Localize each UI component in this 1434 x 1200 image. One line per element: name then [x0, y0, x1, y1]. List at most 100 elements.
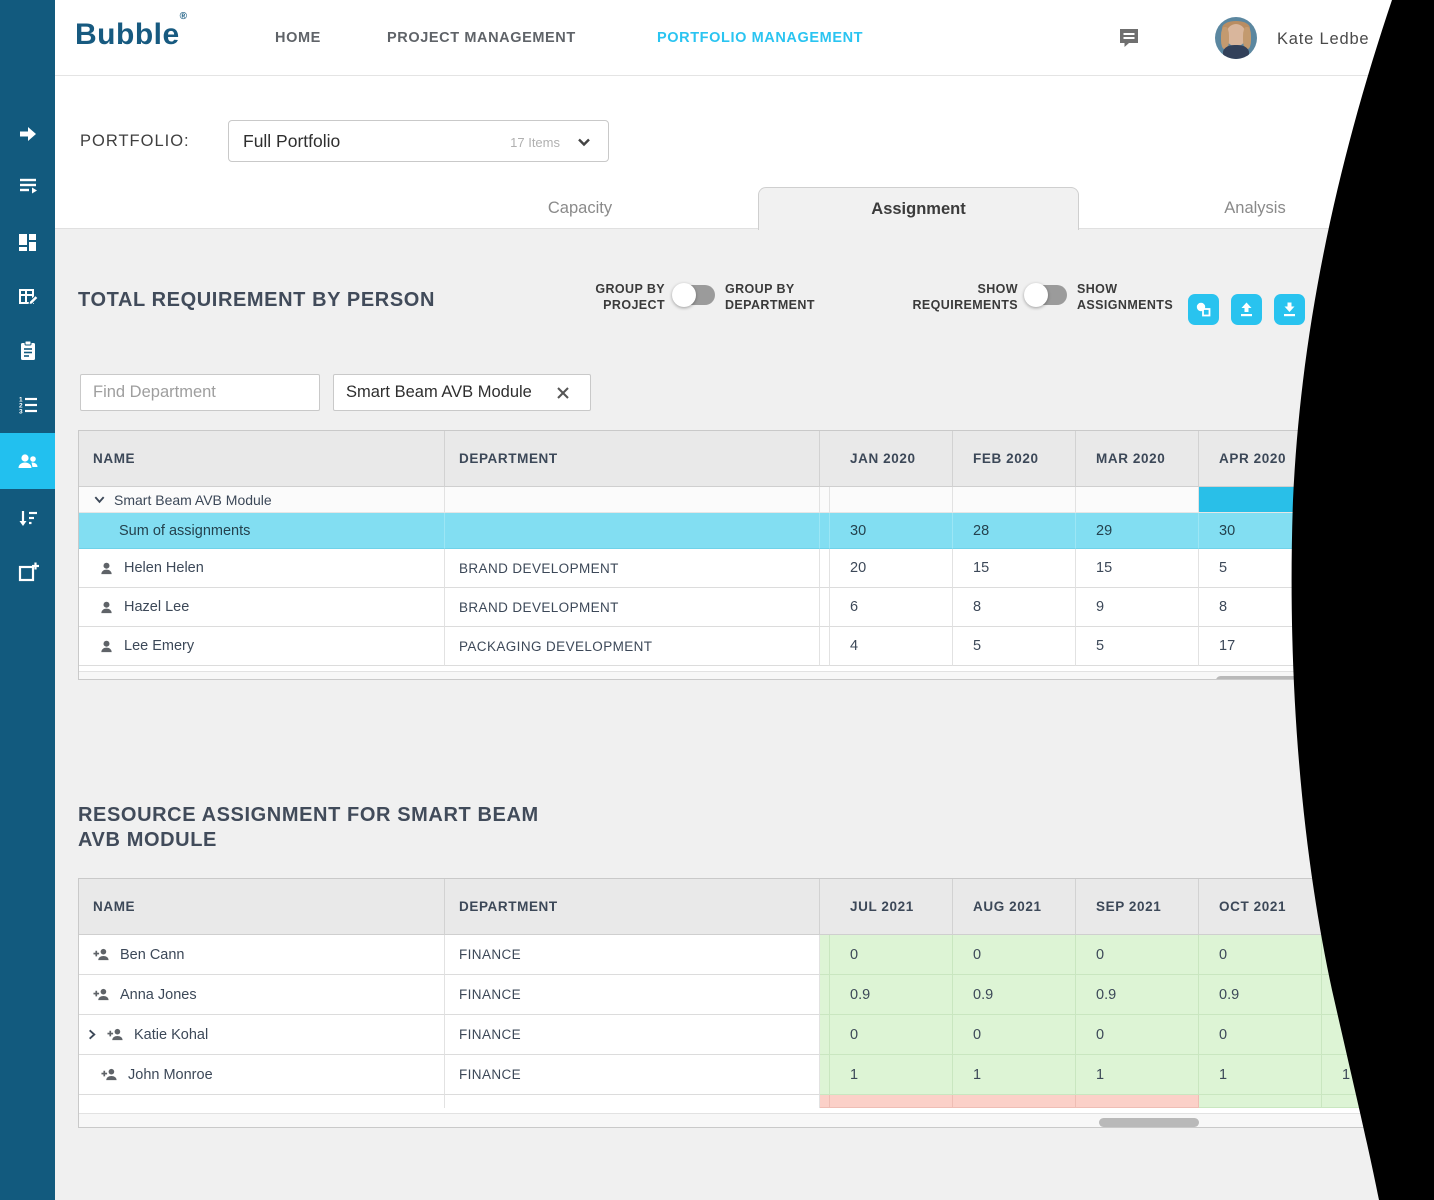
- assignment-cell[interactable]: 1: [1322, 1055, 1402, 1095]
- col-header-department[interactable]: DEPARTMENT: [445, 879, 820, 935]
- sum-cell[interactable]: 30: [1199, 513, 1322, 549]
- expand-arrow-icon[interactable]: [0, 108, 55, 160]
- value-cell[interactable]: 8: [953, 588, 1076, 627]
- col-header-apr-2020[interactable]: APR 2020: [1199, 431, 1322, 487]
- assignment-cell[interactable]: 1: [830, 1055, 953, 1095]
- table-row[interactable]: Lee Emery PACKAGING DEVELOPMENT 4 5 5 17: [79, 627, 1339, 666]
- assignment-cell[interactable]: 0: [1076, 1015, 1199, 1055]
- table-row[interactable]: Hazel Lee BRAND DEVELOPMENT 6 8 9 8: [79, 588, 1339, 627]
- person-icon: [101, 601, 112, 613]
- partial-row: [79, 1095, 1402, 1108]
- table-row[interactable]: Katie Kohal FINANCE 0 0 0 0 0.9: [79, 1015, 1402, 1055]
- assignment-cell[interactable]: 0: [953, 935, 1076, 975]
- sum-cell[interactable]: 28: [953, 513, 1076, 549]
- nav-home[interactable]: HOME: [275, 30, 321, 46]
- value-cell[interactable]: 8: [1199, 588, 1322, 627]
- chevron-right-icon[interactable]: [85, 1028, 98, 1041]
- table-row[interactable]: John Monroe FINANCE 1 1 1 1 1: [79, 1055, 1402, 1095]
- col-header-name[interactable]: NAME: [79, 879, 445, 935]
- department-cell: FINANCE: [445, 935, 820, 975]
- horizontal-scrollbar[interactable]: [79, 1113, 1402, 1127]
- clipboard-icon[interactable]: [0, 325, 55, 377]
- assignment-cell[interactable]: 0: [953, 1015, 1076, 1055]
- col-header-name[interactable]: NAME: [79, 431, 445, 487]
- value-cell[interactable]: 4: [830, 627, 953, 666]
- avatar[interactable]: [1215, 17, 1257, 59]
- add-window-icon[interactable]: [0, 546, 55, 598]
- value-cell[interactable]: 15: [953, 549, 1076, 588]
- upload-button[interactable]: [1231, 294, 1262, 325]
- value-cell[interactable]: 5: [1076, 627, 1199, 666]
- col-header-oct-2021[interactable]: OCT 2021: [1199, 879, 1322, 935]
- sum-cell[interactable]: 30: [830, 513, 953, 549]
- chevron-down-icon[interactable]: [93, 493, 106, 506]
- col-header-feb-2020[interactable]: FEB 2020: [953, 431, 1076, 487]
- assignment-cell[interactable]: 0.9: [1322, 1015, 1402, 1055]
- group-row-smart-beam[interactable]: Smart Beam AVB Module: [79, 487, 1339, 513]
- table-row[interactable]: Helen Helen BRAND DEVELOPMENT 20 15 15 5: [79, 549, 1339, 588]
- user-name[interactable]: Kate Ledbe: [1277, 30, 1370, 48]
- tab-capacity[interactable]: Capacity: [547, 199, 613, 217]
- nav-portfolio-management[interactable]: PORTFOLIO MANAGEMENT: [657, 30, 864, 46]
- col-header-jul-2021[interactable]: JUL 2021: [830, 879, 953, 935]
- sum-cell[interactable]: 29: [1076, 513, 1199, 549]
- value-cell[interactable]: 15: [1076, 549, 1199, 588]
- person-name: Lee Emery: [124, 638, 195, 654]
- playlist-icon[interactable]: [0, 160, 55, 212]
- assignment-cell[interactable]: 0: [830, 1015, 953, 1055]
- scrollbar-thumb[interactable]: [1099, 1118, 1199, 1127]
- assignment-cell[interactable]: 0.9: [1076, 975, 1199, 1015]
- col-header-sep-2021[interactable]: SEP 2021: [1076, 879, 1199, 935]
- bubble-logo[interactable]: Bubble®: [75, 11, 188, 51]
- toggle-knob: [672, 283, 696, 307]
- assignment-cell[interactable]: 0.9: [1322, 975, 1402, 1015]
- scrollbar-thumb[interactable]: [1216, 676, 1339, 679]
- chat-icon[interactable]: [1115, 24, 1143, 57]
- table-row[interactable]: Ben Cann FINANCE 0 0 0 0 0: [79, 935, 1402, 975]
- assignment-cell[interactable]: 0: [1322, 935, 1402, 975]
- find-department-input[interactable]: [80, 374, 320, 411]
- add-person-icon: [101, 1068, 117, 1081]
- assignment-cell[interactable]: 0.9: [1199, 975, 1322, 1015]
- value-cell[interactable]: 5: [1199, 549, 1322, 588]
- assignment-cell[interactable]: 1: [1076, 1055, 1199, 1095]
- assignment-cell[interactable]: 0: [1199, 935, 1322, 975]
- group-by-toggle[interactable]: [672, 283, 715, 307]
- shapes-button[interactable]: [1188, 294, 1219, 325]
- highlighted-month-cell[interactable]: [1199, 487, 1322, 513]
- table-header-row: NAME DEPARTMENT JAN 2020 FEB 2020 MAR 20…: [79, 431, 1339, 487]
- value-cell[interactable]: 9: [1076, 588, 1199, 627]
- horizontal-scrollbar[interactable]: [79, 671, 1339, 679]
- value-cell[interactable]: 17: [1199, 627, 1322, 666]
- value-cell[interactable]: 6: [830, 588, 953, 627]
- col-header-aug-2021[interactable]: AUG 2021: [953, 879, 1076, 935]
- assignment-cell[interactable]: 0: [830, 935, 953, 975]
- table-row[interactable]: Anna Jones FINANCE 0.9 0.9 0.9 0.9 0.9: [79, 975, 1402, 1015]
- tab-analysis[interactable]: Analysis: [1224, 199, 1286, 217]
- assignment-cell[interactable]: 0.9: [953, 975, 1076, 1015]
- col-header-jan-2020[interactable]: JAN 2020: [830, 431, 953, 487]
- sum-of-assignments-row[interactable]: Sum of assignments 30 28 29 30: [79, 513, 1339, 549]
- table-edit-icon[interactable]: [0, 271, 55, 323]
- download-button[interactable]: [1274, 294, 1305, 325]
- col-header-department[interactable]: DEPARTMENT: [445, 431, 820, 487]
- portfolio-select[interactable]: Full Portfolio 17 Items: [228, 120, 609, 162]
- close-icon[interactable]: [546, 385, 580, 401]
- nav-project-management[interactable]: PROJECT MANAGEMENT: [387, 30, 576, 46]
- sort-descending-icon[interactable]: [0, 492, 55, 544]
- assignment-cell[interactable]: 0.9: [830, 975, 953, 1015]
- tab-assignment[interactable]: Assignment: [758, 187, 1079, 230]
- svg-text:1: 1: [19, 397, 23, 404]
- value-cell[interactable]: 20: [830, 549, 953, 588]
- assignment-cell[interactable]: 1: [1199, 1055, 1322, 1095]
- people-icon[interactable]: [0, 433, 55, 489]
- dashboard-icon[interactable]: [0, 216, 55, 268]
- assignment-cell[interactable]: 0: [1199, 1015, 1322, 1055]
- value-cell[interactable]: 5: [953, 627, 1076, 666]
- assignment-cell[interactable]: 1: [953, 1055, 1076, 1095]
- show-toggle[interactable]: [1024, 283, 1067, 307]
- assignment-cell[interactable]: 0: [1076, 935, 1199, 975]
- col-header-mar-2020[interactable]: MAR 2020: [1076, 431, 1199, 487]
- person-name: Helen Helen: [124, 560, 204, 576]
